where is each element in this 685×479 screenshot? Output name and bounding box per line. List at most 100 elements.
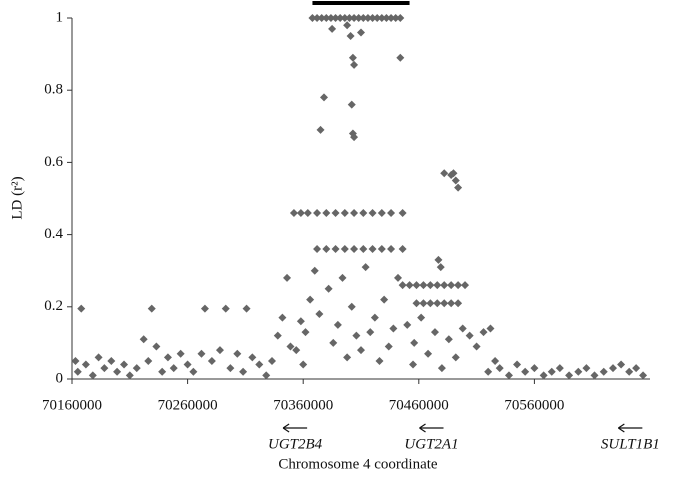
data-point (440, 169, 449, 178)
gene-label: UGT2B4 (268, 436, 323, 452)
data-point (340, 208, 349, 217)
x-axis-label: Chromosome 4 coordinate (278, 456, 437, 472)
data-point (306, 295, 315, 304)
data-point (125, 371, 134, 380)
data-point (296, 317, 305, 326)
data-point (320, 93, 329, 102)
data-point (410, 338, 419, 347)
data-point (368, 14, 377, 22)
data-point (599, 367, 608, 376)
data-point (147, 304, 156, 313)
data-point (120, 360, 129, 369)
data-point (242, 304, 251, 313)
data-point (447, 281, 456, 290)
data-point (433, 281, 442, 290)
data-point (377, 245, 386, 254)
data-point (375, 356, 384, 365)
data-point (296, 208, 305, 217)
data-point (152, 342, 161, 351)
data-point (316, 125, 325, 134)
gene-label: SULT1B1 (601, 436, 660, 452)
data-point (326, 14, 335, 22)
gene-arrow-head (419, 423, 426, 433)
data-point (617, 360, 626, 369)
data-point (303, 208, 312, 217)
data-point (368, 245, 377, 254)
data-point (437, 364, 446, 373)
data-point (94, 353, 103, 362)
data-point (430, 328, 439, 337)
data-point (215, 346, 224, 355)
data-point (343, 353, 352, 362)
data-point (495, 364, 504, 373)
data-point (444, 335, 453, 344)
data-point (440, 281, 449, 290)
data-point (547, 367, 556, 376)
data-point (301, 328, 310, 337)
data-point (345, 14, 354, 22)
data-point (350, 245, 359, 254)
data-point (486, 324, 495, 333)
data-point (609, 364, 618, 373)
data-point (472, 342, 481, 351)
data-point (521, 367, 530, 376)
data-point (239, 367, 248, 376)
data-point (387, 245, 396, 254)
data-point (183, 360, 192, 369)
data-point (574, 367, 583, 376)
data-point (331, 14, 340, 22)
data-point (391, 14, 400, 22)
y-tick-label: 0 (56, 370, 64, 386)
y-axis-label: LD (r²) (9, 176, 25, 219)
data-point (393, 273, 402, 282)
data-point (347, 100, 356, 109)
data-point (315, 310, 324, 319)
data-point (338, 273, 347, 282)
data-point (313, 245, 322, 254)
data-point (370, 313, 379, 322)
data-point (73, 367, 82, 376)
data-point (582, 364, 591, 373)
data-point (412, 281, 421, 290)
y-tick-label: 1 (56, 9, 64, 25)
data-point (377, 208, 386, 217)
data-point (347, 302, 356, 311)
data-point (389, 324, 398, 333)
data-point (350, 14, 359, 22)
data-point (405, 281, 414, 290)
gene-label: UGT2A1 (404, 436, 458, 452)
data-point (81, 360, 90, 369)
data-point (299, 360, 308, 369)
data-point (331, 208, 340, 217)
data-point (436, 263, 445, 272)
data-point (396, 14, 405, 22)
data-point (273, 331, 282, 340)
y-tick-label: 0.8 (44, 82, 63, 98)
data-point (340, 245, 349, 254)
data-point (491, 356, 500, 365)
data-point (359, 14, 368, 22)
data-point (233, 349, 242, 358)
data-point (163, 353, 172, 362)
data-point (373, 14, 382, 22)
data-point (197, 349, 206, 358)
data-point (398, 208, 407, 217)
data-point (100, 364, 109, 373)
data-point (346, 32, 355, 41)
data-point (132, 364, 141, 373)
data-point (88, 371, 97, 380)
data-point (333, 320, 342, 329)
data-point (632, 364, 641, 373)
data-point (465, 331, 474, 340)
data-point (368, 208, 377, 217)
data-point (484, 367, 493, 376)
x-tick-label: 70560000 (504, 397, 564, 413)
data-point (113, 367, 122, 376)
data-point (366, 328, 375, 337)
data-point (639, 371, 648, 380)
data-point (322, 245, 331, 254)
data-point (313, 14, 322, 22)
data-point (396, 53, 405, 62)
